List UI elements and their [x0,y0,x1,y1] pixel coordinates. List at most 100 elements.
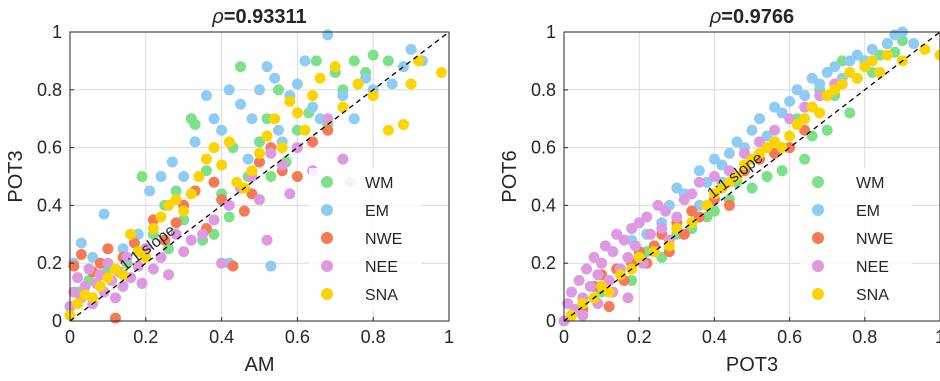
data-point-sna [614,269,626,281]
data-point-nwe [216,194,228,206]
x-tick-label: 0.4 [702,327,727,347]
x-tick-label: 0.2 [627,327,652,347]
data-point-nee [83,263,95,275]
data-point-sna [132,246,144,258]
data-point-sna [577,298,589,310]
data-point-sna [844,66,856,78]
y-tick-label: 0.2 [37,253,62,273]
x-tick-label: 1 [935,327,940,347]
y-tick-label: 0.6 [37,138,62,158]
data-point-nee [784,113,796,125]
legend-marker-nwe [321,232,333,244]
data-point-sna [799,113,811,125]
data-point-sna [178,205,190,217]
data-point-wm [866,66,878,78]
data-point-nee [155,251,167,263]
data-point-wm [382,55,394,67]
legend-label-wm: WM [365,175,393,192]
data-point-nee [799,101,811,113]
x-tick-label: 0.2 [133,327,158,347]
data-point-nee [584,280,596,292]
data-point-nwe [246,188,258,200]
data-point-sna [881,49,893,61]
data-point-nee [573,275,585,287]
x-tick-label: 1 [444,327,454,347]
data-point-nee [276,159,288,171]
data-point-wm [291,124,303,136]
x-tick-label: 0.4 [209,327,234,347]
scatter-panel-am-vs-pot3: 1:1 slope 0 0.2 0.4 0.6 0.8 100.20.40.60.81 ρ… [5,6,454,376]
data-point-wm [272,84,284,96]
data-point-sna [784,130,796,142]
data-point-wm [367,49,379,61]
legend-marker-wm [321,176,333,188]
data-point-nee [170,228,182,240]
data-point-sna [701,199,713,211]
data-point-wm [170,185,182,197]
data-point-sna [72,298,84,310]
data-point-em [814,78,826,90]
title-rho-symbol: ρ [709,6,721,28]
data-point-nee [163,269,175,281]
data-point-em [337,90,349,102]
tick-labels: 0 0.2 0.4 0.6 0.8 1 0 0.2 0.4 0.6 0.8 1 [37,22,454,347]
data-point-em [272,124,284,136]
data-point-sna [791,118,803,130]
data-point-sna [874,66,886,78]
data-point-wm [189,118,201,130]
data-point-sna [284,95,296,107]
data-point-em [299,55,311,67]
data-point-sna [382,124,394,136]
data-point-em [791,84,803,96]
data-point-sna [185,188,197,200]
data-point-nee [197,228,209,240]
data-point-sna [109,263,121,275]
data-point-nee [208,214,220,226]
data-point-em [291,78,303,90]
legend-marker-nee [812,260,824,272]
data-point-wm [874,49,886,61]
title-value: =0.9766 [721,6,794,28]
data-point-nee [72,272,84,284]
data-point-nee [660,205,672,217]
data-point-wm [200,165,212,177]
data-point-sna [291,107,303,119]
data-point-nee [265,147,277,159]
data-point-em [851,49,863,61]
data-point-sna [708,188,720,200]
data-point-wm [641,246,653,258]
legend-marker-wm [812,176,824,188]
data-point-sna [633,251,645,263]
data-point-nee [284,188,296,200]
data-point-em [322,29,334,41]
data-point-em [155,171,167,182]
x-tick-label: 0.6 [285,327,310,347]
data-point-nee [723,165,735,177]
data-point-sna [648,246,660,258]
data-point-nee [102,257,114,269]
data-point-sna [716,182,728,194]
data-point-nee [588,251,600,263]
legend: WM EM NWE NEE SNA [800,168,912,310]
data-point-sna [223,136,235,148]
legend-marker-em [321,204,333,216]
data-point-sna [246,165,258,177]
axes-box [563,31,940,322]
data-point-em [723,147,735,159]
tick-labels: 0 0.2 0.4 0.6 0.8 1 0 0.2 0.4 0.6 0.8 1 [531,22,940,347]
data-point-sna [663,240,675,252]
data-point-em [189,136,201,148]
data-point-em [866,43,878,55]
data-point-nwe [307,136,319,148]
data-point-em [98,208,110,220]
legend-label-nee: NEE [365,259,398,276]
data-point-nee [738,147,750,159]
data-point-nwe [94,257,106,269]
data-point-sna [140,251,152,263]
data-point-nee [216,257,228,269]
data-point-sna [398,118,410,130]
legend-marker-nwe [812,232,824,244]
data-point-sna [866,55,878,67]
data-point-em [246,113,258,125]
data-point-em [269,72,281,84]
